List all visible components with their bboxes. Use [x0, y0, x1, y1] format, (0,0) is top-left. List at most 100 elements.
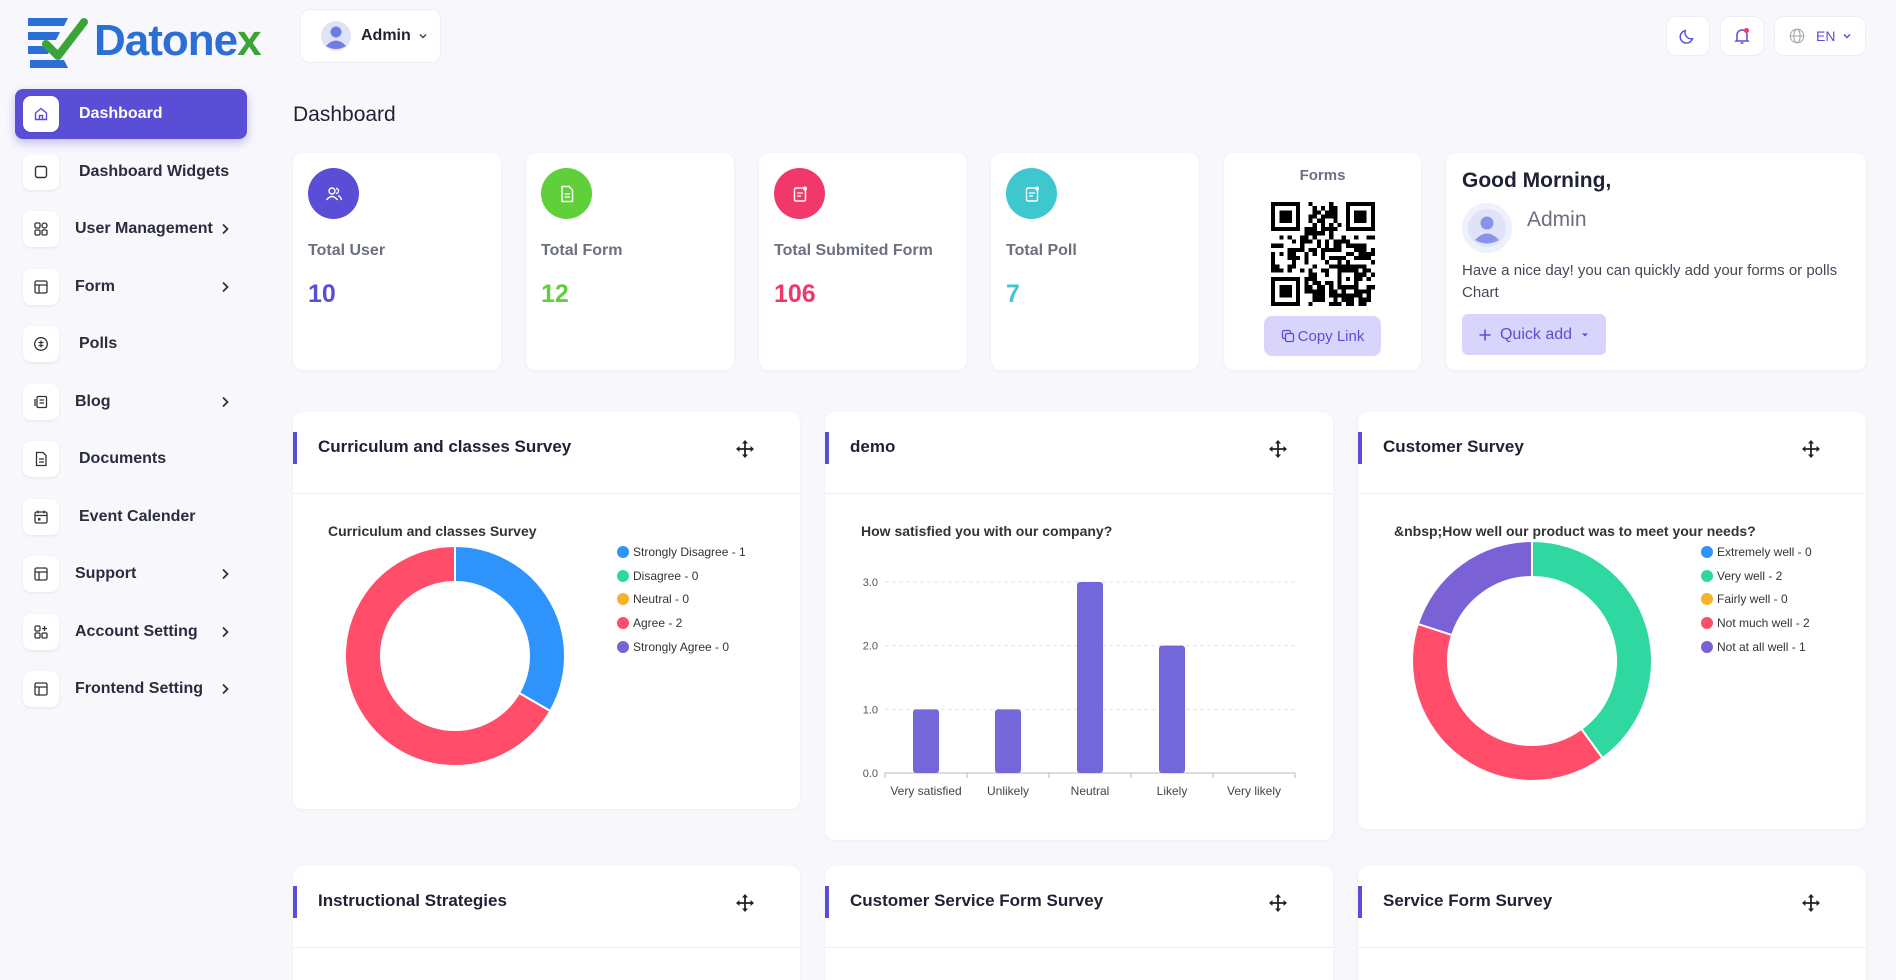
widget-customer-service-form-survey: Customer Service Form Survey	[825, 866, 1333, 980]
quick-add-button[interactable]: Quick add	[1462, 314, 1606, 355]
sidebar-item-form[interactable]: Form	[15, 262, 247, 312]
legend-marker	[1701, 593, 1713, 606]
stat-value: 7	[1006, 280, 1020, 308]
donut-slice-agree[interactable]	[344, 544, 552, 767]
stat-card-total-user: Total User 10	[293, 153, 501, 370]
stat-label: Total User	[308, 242, 386, 259]
sidebar-item-frontend-setting[interactable]: Frontend Setting	[15, 664, 247, 714]
table-icon	[34, 567, 48, 581]
x-tick-label: Very satisfied	[890, 784, 961, 798]
bar-likely[interactable]	[1159, 645, 1185, 773]
stat-label: Total Form	[541, 242, 623, 259]
stat-card-total-form: Total Form 12	[526, 153, 734, 370]
y-tick-label: 1.0	[863, 704, 878, 716]
x-tick-label: Neutral	[1071, 784, 1110, 798]
table-icon	[34, 279, 48, 294]
sidebar-item-blog[interactable]: Blog	[15, 377, 247, 427]
move-icon[interactable]	[736, 894, 754, 912]
sidebar-item-event-calender[interactable]: Event Calender	[15, 492, 247, 542]
move-icon[interactable]	[1269, 894, 1287, 912]
donut-slice-very-well[interactable]	[1531, 539, 1653, 760]
x-tick-label: Likely	[1157, 784, 1188, 798]
chevron-right-icon	[222, 396, 229, 407]
move-icon[interactable]	[1269, 440, 1287, 458]
chart-legend: Extremely well - 0 Very well - 2 Fairly we…	[1701, 540, 1812, 658]
caret-down-icon	[1582, 333, 1589, 336]
bell-icon	[1734, 28, 1750, 44]
stat-card-total-poll: Total Poll 7	[991, 153, 1199, 370]
sidebar-item-label: Frontend Setting	[75, 680, 203, 697]
sidebar-item-label: Dashboard	[79, 105, 163, 122]
copy-link-label: Copy Link	[1297, 327, 1365, 345]
legend-item[interactable]: Strongly Agree - 0	[617, 635, 746, 659]
legend-item[interactable]: Not much well - 2	[1701, 611, 1812, 635]
sidebar-item-label: Account Setting	[75, 622, 198, 640]
sidebar-item-support[interactable]: Support	[15, 549, 247, 599]
legend-marker	[1701, 616, 1713, 629]
y-tick-label: 0.0	[863, 768, 878, 780]
widget-title: Customer Survey	[1383, 437, 1524, 456]
form-icon	[560, 185, 573, 202]
sidebar-item-label: Event Calender	[79, 507, 196, 525]
bar-very-satisfied[interactable]	[913, 709, 939, 773]
poll-doc-icon	[1025, 186, 1039, 202]
sidebar-item-user-management[interactable]: User Management	[15, 204, 247, 254]
legend-item[interactable]: Neutral - 0	[617, 587, 746, 611]
theme-toggle-button[interactable]	[1666, 16, 1710, 56]
legend-item[interactable]: Disagree - 0	[617, 564, 746, 588]
legend-item[interactable]: Very well - 2	[1701, 564, 1812, 588]
copy-link-button[interactable]: Copy Link	[1264, 316, 1381, 356]
square-icon	[34, 165, 48, 178]
widget-title: Curriculum and classes Survey	[318, 437, 572, 456]
widget-customer-survey: Customer Survey &nbsp;How well our produ…	[1358, 412, 1866, 829]
donut-slice-not-much-well[interactable]	[1411, 622, 1604, 782]
legend-item[interactable]: Extremely well - 0	[1701, 540, 1812, 564]
bar-chart: 0.0 1.0 2.0 3.0 Very satisfied Unlikely Neutra…	[863, 577, 1296, 798]
home-icon	[34, 107, 48, 121]
move-icon[interactable]	[1802, 894, 1820, 912]
sidebar-item-label: Documents	[79, 450, 167, 467]
sidebar-item-polls[interactable]: Polls	[15, 319, 247, 369]
language-label: EN	[1816, 28, 1836, 44]
sidebar-item-label: Blog	[75, 392, 111, 410]
legend-marker	[1701, 545, 1713, 558]
widget-title: Instructional Strategies	[318, 891, 507, 910]
stat-value: 106	[774, 280, 816, 308]
copy-icon	[1281, 329, 1294, 343]
sidebar-item-dashboard[interactable]: Dashboard	[15, 89, 247, 139]
legend-label: Neutral - 0	[633, 592, 690, 607]
donut-slice-not-at-all-well[interactable]	[1416, 539, 1533, 637]
greeting-text: Have a nice day! you can quickly add you…	[1462, 262, 1838, 301]
datonex-logo[interactable]: Datonex	[24, 8, 264, 74]
widget-service-form-survey: Service Form Survey	[1358, 866, 1866, 980]
move-icon[interactable]	[736, 440, 754, 458]
sidebar-item-documents[interactable]: Documents	[15, 434, 247, 484]
legend-item[interactable]: Strongly Disagree - 1	[617, 540, 746, 564]
legend-item[interactable]: Not at all well - 1	[1701, 635, 1812, 659]
legend-label: Strongly Disagree - 1	[633, 544, 746, 559]
forms-qr-card: Forms Copy Link	[1224, 153, 1421, 370]
greeting-card: Good Morning, Admin Have a nice day! you…	[1446, 153, 1866, 370]
widget-demo: demo How satisfied you with our company?…	[825, 412, 1333, 840]
legend-item[interactable]: Fairly well - 0	[1701, 587, 1812, 611]
language-selector[interactable]: EN	[1774, 16, 1866, 56]
legend-item[interactable]: Agree - 2	[617, 611, 746, 635]
donut-slice-strongly-disagree[interactable]	[454, 544, 566, 713]
sidebar-item-dashboard-widgets[interactable]: Dashboard Widgets	[15, 147, 247, 197]
notifications-button[interactable]	[1720, 16, 1764, 56]
chevron-down-icon	[419, 33, 427, 39]
bar-neutral[interactable]	[1077, 582, 1103, 773]
x-tick-label: Unlikely	[987, 784, 1029, 798]
legend-label: Fairly well - 0	[1717, 592, 1788, 607]
widget-title: Customer Service Form Survey	[850, 891, 1104, 910]
calendar-icon	[34, 510, 48, 524]
bar-unlikely[interactable]	[995, 709, 1021, 773]
globe-icon	[1789, 28, 1805, 44]
legend-marker	[617, 569, 629, 582]
widget-title: demo	[850, 437, 896, 456]
donut-chart	[1411, 539, 1653, 782]
user-menu-button[interactable]: Admin	[300, 9, 441, 63]
move-icon[interactable]	[1802, 440, 1820, 458]
sidebar-item-account-setting[interactable]: Account Setting	[15, 607, 247, 657]
forms-card-title: Forms	[1299, 167, 1346, 184]
